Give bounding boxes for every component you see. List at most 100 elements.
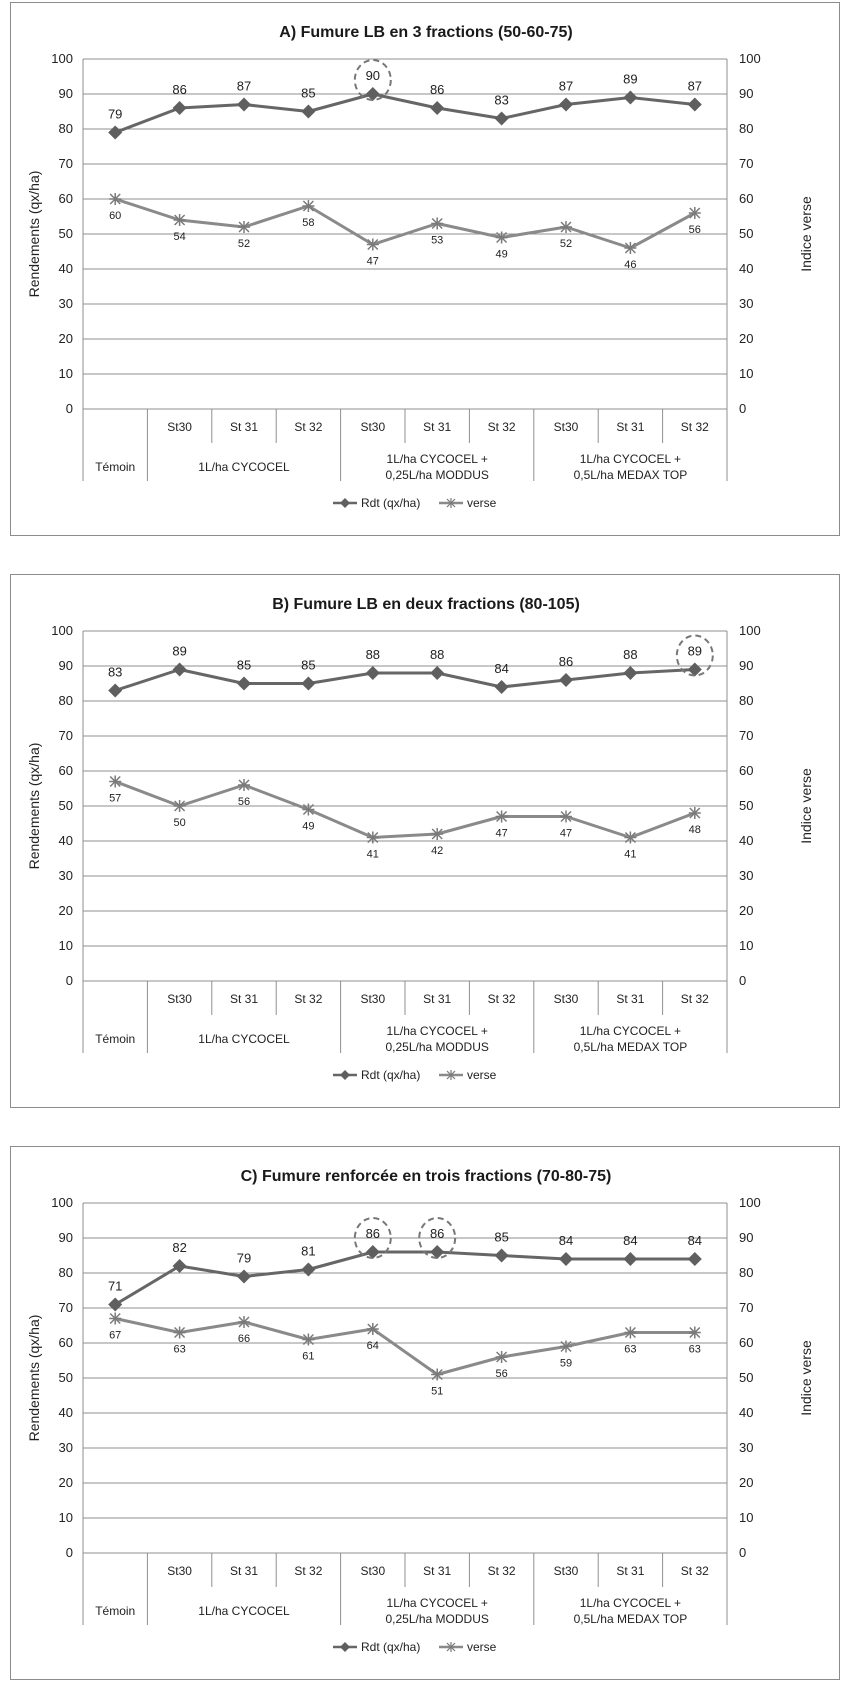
- group-label: Témoin: [95, 1604, 135, 1618]
- group-label: Témoin: [95, 460, 135, 474]
- verse-data-label: 41: [367, 849, 379, 861]
- y-tick-label: 0: [66, 1545, 73, 1560]
- series-line-verse: [114, 197, 696, 250]
- verse-data-label: 64: [367, 1340, 379, 1352]
- x-tick-label: St 32: [294, 992, 322, 1006]
- rdt-point: [623, 90, 638, 105]
- y2-tick-label: 40: [739, 1405, 753, 1420]
- group-label: 1L/ha CYCOCEL +: [387, 1596, 488, 1610]
- verse-data-label: 47: [560, 828, 572, 840]
- y2-tick-label: 30: [739, 868, 753, 883]
- rdt-data-label: 71: [108, 1279, 122, 1294]
- legend-verse-label: verse: [467, 1068, 497, 1082]
- x-tick-label: St 31: [230, 1564, 258, 1578]
- y2-tick-label: 60: [739, 763, 753, 778]
- verse-data-label: 48: [689, 824, 701, 836]
- group-label: Témoin: [95, 1032, 135, 1046]
- x-tick-label: St30: [554, 992, 579, 1006]
- rdt-point: [494, 680, 509, 694]
- rdt-data-label: 88: [623, 647, 637, 662]
- rdt-point: [365, 666, 380, 680]
- verse-data-label: 56: [238, 796, 250, 808]
- group-label: 1L/ha CYCOCEL +: [387, 452, 488, 466]
- verse-data-label: 63: [624, 1344, 636, 1356]
- chart-panel-b: B) Fumure LB en deux fractions (80-105) 0…: [10, 574, 840, 1108]
- verse-data-label: 52: [560, 238, 572, 250]
- legend-verse-marker: [446, 1642, 456, 1652]
- y2-tick-label: 70: [739, 156, 753, 171]
- y2-tick-label: 0: [739, 973, 746, 988]
- verse-data-label: 53: [431, 235, 443, 247]
- verse-point: [431, 1368, 444, 1381]
- verse-point: [109, 193, 122, 205]
- y2-tick-label: 70: [739, 1300, 753, 1315]
- y-tick-label: 20: [59, 903, 73, 918]
- verse-point: [173, 1326, 186, 1339]
- group-label: 1L/ha CYCOCEL: [198, 460, 290, 474]
- y-tick-label: 10: [59, 1510, 73, 1525]
- verse-data-label: 49: [302, 821, 314, 833]
- y-tick-label: 0: [66, 401, 73, 416]
- verse-point: [495, 810, 508, 823]
- verse-point: [495, 1351, 508, 1363]
- group-label: 1L/ha CYCOCEL: [198, 1604, 290, 1618]
- verse-point: [624, 242, 637, 254]
- verse-data-label: 56: [689, 224, 701, 236]
- chart-title: C) Fumure renforcée en trois fractions (…: [241, 1168, 612, 1185]
- rdt-data-label: 89: [172, 644, 186, 659]
- y-tick-label: 80: [59, 121, 73, 136]
- rdt-data-label: 86: [559, 654, 573, 669]
- legend-rdt-marker: [340, 498, 350, 508]
- y-tick-label: 60: [59, 1335, 73, 1350]
- verse-data-label: 57: [109, 793, 121, 805]
- verse-point: [624, 1326, 637, 1339]
- x-tick-label: St30: [167, 992, 192, 1006]
- y2-tick-label: 10: [739, 1510, 753, 1525]
- group-label-line2: 0,25L/ha MODDUS: [386, 1612, 489, 1626]
- rdt-point: [365, 87, 380, 101]
- y-tick-label: 70: [59, 728, 73, 743]
- group-label: 1L/ha CYCOCEL +: [580, 452, 681, 466]
- verse-data-label: 66: [238, 1333, 250, 1345]
- group-label-line2: 0,5L/ha MEDAX TOP: [574, 1612, 688, 1626]
- y2-tick-label: 10: [739, 938, 753, 953]
- y-axis-title: Rendements (qx/ha): [26, 743, 42, 870]
- rdt-data-label: 87: [237, 79, 251, 94]
- rdt-data-label: 90: [366, 68, 380, 83]
- chart-c-svg: C) Fumure renforcée en trois fractions (…: [26, 1168, 814, 1654]
- y-tick-label: 70: [59, 1300, 73, 1315]
- rdt-data-label: 87: [559, 79, 573, 94]
- y-tick-label: 50: [59, 1370, 73, 1385]
- verse-point: [495, 231, 508, 244]
- x-tick-label: St 32: [294, 1564, 322, 1578]
- rdt-point: [559, 97, 573, 112]
- y-tick-label: 60: [59, 191, 73, 206]
- rdt-data-label: 86: [172, 82, 186, 97]
- x-tick-label: St 32: [488, 1564, 516, 1578]
- rdt-point: [172, 662, 187, 677]
- y-tick-label: 100: [51, 1195, 73, 1210]
- x-tick-label: St30: [360, 420, 385, 434]
- verse-data-label: 61: [302, 1351, 314, 1363]
- y2-tick-label: 70: [739, 728, 753, 743]
- rdt-point: [687, 662, 702, 677]
- verse-point: [431, 217, 444, 230]
- y-tick-label: 100: [51, 51, 73, 66]
- y2-tick-label: 80: [739, 121, 753, 136]
- y-tick-label: 30: [59, 296, 73, 311]
- y-tick-label: 70: [59, 156, 73, 171]
- chart-panel-c: C) Fumure renforcée en trois fractions (…: [10, 1146, 840, 1680]
- y2-tick-label: 100: [739, 51, 761, 66]
- rdt-data-label: 85: [301, 658, 315, 673]
- series-line-rdt: [114, 92, 695, 134]
- rdt-point: [494, 111, 509, 126]
- y2-tick-label: 20: [739, 331, 753, 346]
- rdt-point: [108, 683, 123, 698]
- x-tick-label: St 32: [681, 420, 709, 434]
- verse-data-label: 46: [624, 259, 636, 271]
- y-tick-label: 10: [59, 938, 73, 953]
- verse-data-label: 47: [495, 828, 507, 840]
- x-tick-label: St 32: [488, 992, 516, 1006]
- x-tick-label: St30: [554, 1564, 579, 1578]
- verse-point: [302, 200, 315, 212]
